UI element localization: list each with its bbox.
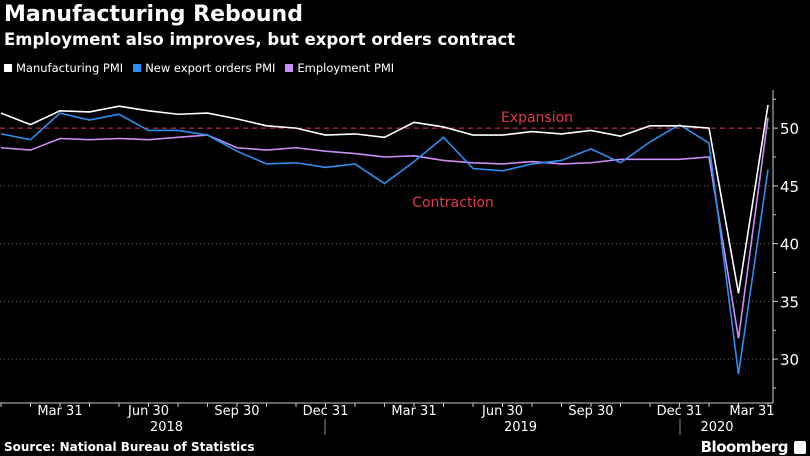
y-tick-label: 45 [780,178,799,196]
y-tick-label: 40 [780,236,799,254]
annotation-contraction: Contraction [412,195,494,211]
legend-label: New export orders PMI [145,61,276,75]
x-tick-label: Dec 31 [657,404,703,419]
x-tick-label: Mar 31 [729,404,774,419]
legend-item-export: New export orders PMI [133,61,275,75]
y-tick-label: 30 [780,351,799,369]
legend-item-employment: Employment PMI [285,61,394,75]
x-year-label: 2019 [504,420,537,435]
legend-label: Employment PMI [297,61,395,75]
x-tick-label: Sep 30 [568,404,613,419]
x-year-label: 2018 [150,420,183,435]
x-tick-label: Mar 31 [391,404,436,419]
x-tick-label: Jun 30 [481,404,523,419]
bloomberg-chart-icon [794,441,806,454]
x-tick-label: Mar 31 [37,404,82,419]
x-year-label: 2020 [700,420,733,435]
series-line-employment-pmi [0,117,769,339]
legend-item-manufacturing: Manufacturing PMI [4,61,123,75]
y-tick-label: 50 [780,120,799,138]
legend-label: Manufacturing PMI [16,61,124,75]
y-tick-label: 35 [780,293,799,311]
legend: Manufacturing PMI New export orders PMI … [4,61,394,75]
legend-swatch [133,64,142,72]
annotation-expansion: Expansion [501,110,573,126]
chart-subtitle: Employment also improves, but export ord… [4,30,516,49]
x-tick-label: Dec 31 [303,404,349,419]
chart-title: Manufacturing Rebound [4,2,303,27]
legend-swatch [4,64,12,72]
source-note: Source: National Bureau of Statistics [4,440,255,454]
series-line-manufacturing-pmi [0,104,769,294]
x-tick-label: Sep 30 [214,404,259,419]
bloomberg-logo: Bloomberg [700,438,789,456]
legend-swatch [285,64,294,72]
x-tick-label: Jun 30 [127,404,169,419]
